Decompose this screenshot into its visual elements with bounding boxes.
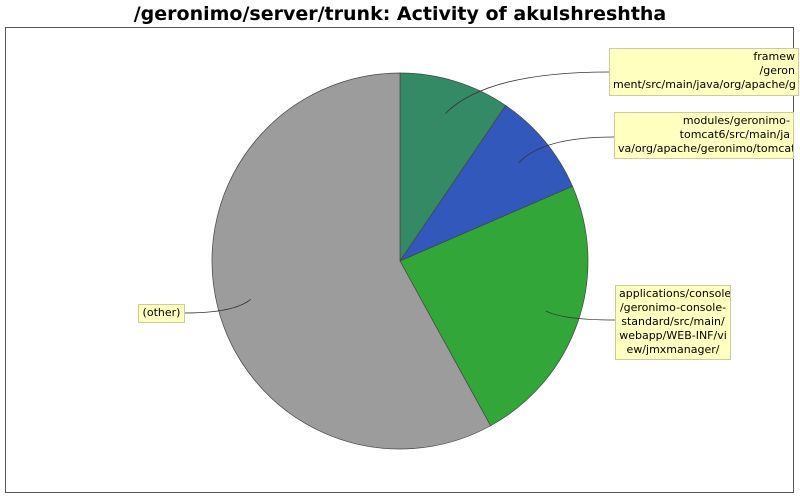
pie-slice <box>399 185 589 427</box>
slice-label: applications/console /geronimo-console- … <box>615 285 731 360</box>
pie-slice <box>399 105 573 262</box>
slice-label: modules/geronimo- tomcat6/src/main/ja va… <box>614 112 794 159</box>
chart-title: /geronimo/server/trunk: Activity of akul… <box>133 3 667 25</box>
slice-label: (other) <box>138 304 185 323</box>
leader-line <box>184 299 251 314</box>
leader-line <box>545 310 616 321</box>
slice-label: framew /geron ment/src/main/java/org/apa… <box>609 48 799 96</box>
pie-slice <box>399 72 507 263</box>
leader-line <box>518 136 615 164</box>
pie-slice <box>211 72 492 450</box>
leader-line <box>445 71 610 114</box>
